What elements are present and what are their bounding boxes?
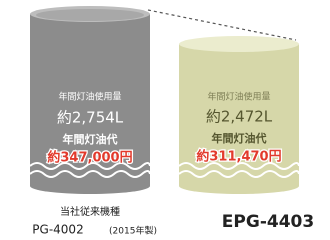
tank-bottom <box>30 178 150 194</box>
usage-label: 年間灯油使用量 <box>58 91 121 103</box>
caption: 当社従来機種 <box>60 205 120 218</box>
new-tank: 年間灯油使用量 約2,472L 年間灯油代 約311,470円 <box>179 36 299 194</box>
cost-label: 年間灯油代 <box>63 132 118 146</box>
usage-value: 約2,754L <box>57 109 124 127</box>
usage-value: 約2,472L <box>206 108 273 126</box>
cost-value: 約347,000円 <box>47 150 132 166</box>
model: EPG-4403 <box>222 212 314 232</box>
old-tank: 年間灯油使用量 約2,754L 年間灯油代 約347,000円 <box>30 6 150 194</box>
year-note: (2015年製) <box>109 225 157 237</box>
usage-label: 年間灯油使用量 <box>207 91 270 103</box>
cost-value: 約311,470円 <box>196 149 281 165</box>
model: PG-4002 <box>32 223 83 237</box>
comparison-graphic: 年間灯油使用量 約2,754L 年間灯油代 約347,000円 年間灯油使用量 … <box>0 0 330 240</box>
tank-top <box>179 36 299 52</box>
cost-label: 年間灯油代 <box>212 131 267 145</box>
tank-bottom <box>179 178 299 194</box>
level-line <box>148 10 296 40</box>
tank-top-inner <box>36 9 144 21</box>
